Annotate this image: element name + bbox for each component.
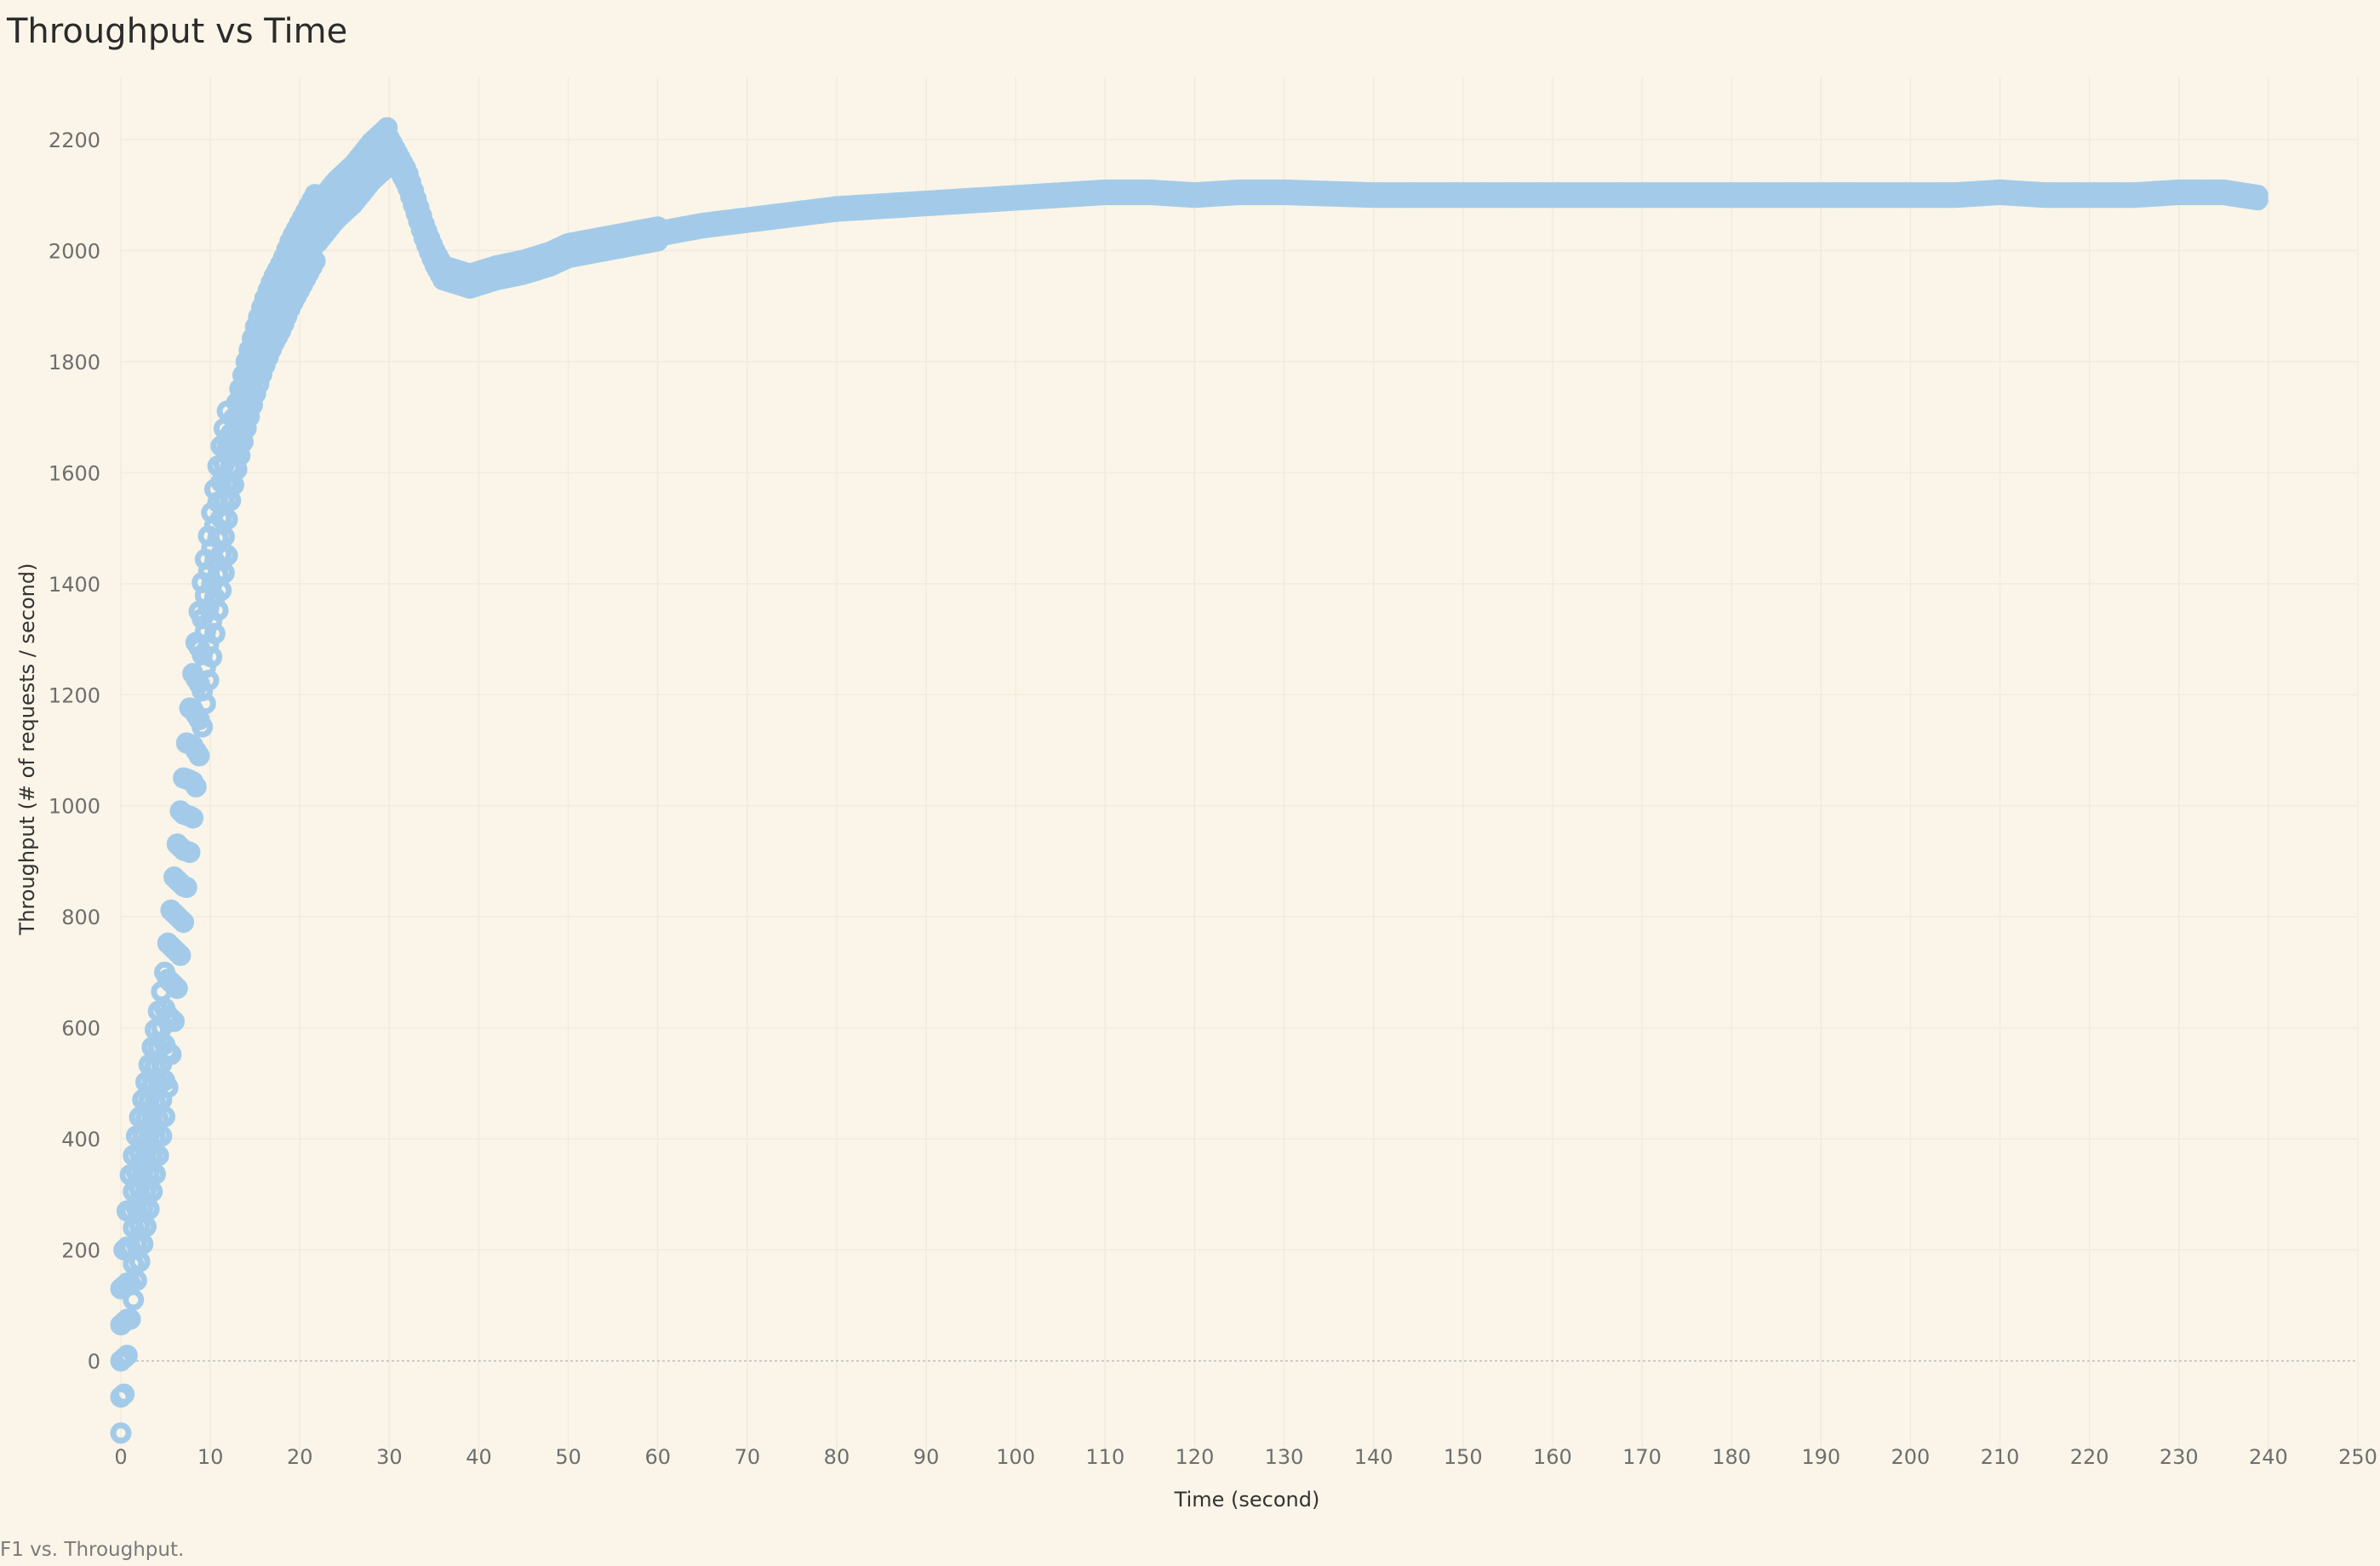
y-tick-label: 1200	[49, 683, 100, 707]
data-point	[151, 1125, 173, 1147]
data-point	[192, 716, 214, 738]
y-tick-label: 2200	[49, 129, 100, 152]
data-point	[163, 1010, 186, 1032]
data-point	[175, 877, 197, 899]
y-tick-label: 1400	[49, 573, 100, 597]
data-point	[144, 1163, 166, 1186]
y-axis-ticks: 0 200 400 600 800 1000 1200 1400 1600 1800 2000 220…	[49, 129, 100, 1374]
data-point	[216, 508, 238, 530]
y-tick-label: 0	[88, 1350, 100, 1374]
data-point	[113, 1383, 135, 1405]
data-point	[157, 1077, 179, 1099]
y-tick-label: 400	[61, 1128, 100, 1152]
x-tick-label: 100	[996, 1445, 1035, 1469]
data-point	[179, 842, 201, 864]
x-tick-label: 30	[376, 1445, 403, 1469]
x-tick-label: 250	[2338, 1445, 2377, 1469]
x-axis-ticks: 0 10 20 30 40 50 60 70 80 90 100 110 120 130 140 150 160…	[114, 1445, 2377, 1469]
x-tick-label: 70	[735, 1445, 761, 1469]
data-point	[207, 599, 229, 621]
data-point	[185, 776, 207, 798]
x-tick-label: 240	[2249, 1445, 2288, 1469]
x-tick-label: 180	[1712, 1445, 1751, 1469]
y-axis-label: Throughput (# of requests / second)	[15, 563, 39, 936]
data-point	[188, 745, 210, 767]
x-tick-label: 220	[2070, 1445, 2109, 1469]
x-tick-label: 120	[1176, 1445, 1215, 1469]
y-tick-label: 600	[61, 1017, 100, 1041]
y-tick-label: 1800	[49, 351, 100, 374]
x-tick-label: 160	[1533, 1445, 1572, 1469]
data-point	[125, 1269, 147, 1291]
data-point	[116, 1344, 138, 1366]
y-tick-label: 1000	[49, 795, 100, 819]
data-point	[182, 807, 204, 829]
x-tick-label: 130	[1265, 1445, 1304, 1469]
data-point	[2246, 185, 2268, 207]
x-axis-label: Time (second)	[1174, 1488, 1320, 1512]
x-tick-label: 0	[114, 1445, 127, 1469]
data-point	[173, 912, 195, 934]
data-point	[147, 1145, 169, 1167]
x-tick-label: 40	[466, 1445, 492, 1469]
x-tick-label: 200	[1891, 1445, 1930, 1469]
x-tick-label: 60	[644, 1445, 671, 1469]
data-point	[201, 646, 223, 668]
x-tick-label: 20	[287, 1445, 313, 1469]
data-point	[123, 1289, 145, 1311]
x-tick-label: 190	[1801, 1445, 1840, 1469]
data-point	[169, 945, 192, 967]
data-point	[216, 545, 238, 567]
y-tick-label: 2000	[49, 239, 100, 263]
chart-title: Throughput vs Time	[7, 12, 348, 51]
data-point	[166, 977, 188, 999]
data-point	[203, 623, 226, 645]
data-points	[110, 117, 2268, 1444]
x-tick-label: 90	[913, 1445, 940, 1469]
y-tick-label: 800	[61, 906, 100, 929]
x-tick-label: 210	[1981, 1445, 2020, 1469]
data-point	[119, 1308, 141, 1330]
y-tick-label: 1600	[49, 461, 100, 485]
x-tick-label: 50	[555, 1445, 581, 1469]
data-point	[110, 1422, 132, 1444]
x-tick-label: 150	[1444, 1445, 1483, 1469]
x-tick-label: 170	[1622, 1445, 1662, 1469]
y-tick-label: 200	[61, 1239, 100, 1263]
data-point	[194, 693, 216, 715]
x-tick-label: 80	[824, 1445, 850, 1469]
x-tick-label: 110	[1085, 1445, 1124, 1469]
data-point	[154, 1106, 176, 1128]
data-point	[197, 669, 220, 691]
x-tick-label: 10	[197, 1445, 224, 1469]
x-tick-label: 230	[2160, 1445, 2199, 1469]
x-tick-label: 140	[1354, 1445, 1393, 1469]
data-point	[160, 1043, 182, 1066]
figure-caption: F1 vs. Throughput.	[0, 1539, 185, 1561]
